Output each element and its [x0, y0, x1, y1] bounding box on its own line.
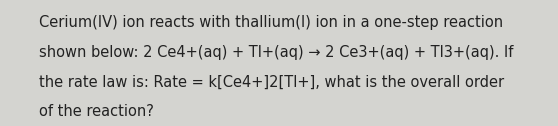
Text: Cerium(IV) ion reacts with thallium(I) ion in a one-step reaction: Cerium(IV) ion reacts with thallium(I) i… — [39, 15, 503, 30]
Text: shown below: 2 Ce4+(aq) + Tl+(aq) → 2 Ce3+(aq) + Tl3+(aq). If: shown below: 2 Ce4+(aq) + Tl+(aq) → 2 Ce… — [39, 45, 513, 60]
Text: of the reaction?: of the reaction? — [39, 104, 154, 119]
Text: the rate law is: Rate = k[Ce4+]2[Tl+], what is the overall order: the rate law is: Rate = k[Ce4+]2[Tl+], w… — [39, 74, 504, 89]
